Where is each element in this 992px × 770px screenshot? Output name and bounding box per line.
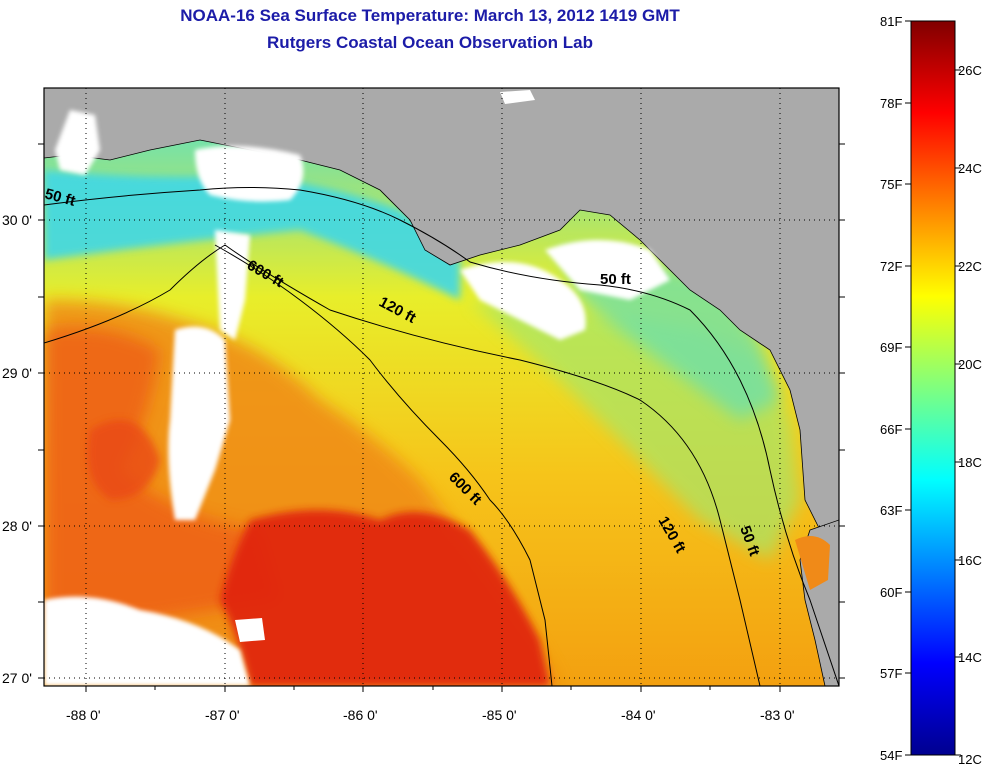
colorbar-f-label: 60F <box>880 585 902 600</box>
colorbar-c-label: 14C <box>958 650 982 665</box>
contour-50ft <box>44 187 839 686</box>
cloud-cover <box>44 90 670 686</box>
bathymetry-contours <box>44 187 839 686</box>
colorbar-gradient <box>910 20 956 756</box>
lon-label: -85 0' <box>482 707 517 723</box>
coastal-warm-patch <box>795 536 830 590</box>
colorbar-f-label: 81F <box>880 14 902 29</box>
colorbar: 81F 78F 75F 72F 69F 66F 63F 60F 57F 54F … <box>880 14 982 767</box>
colorbar-c-label: 16C <box>958 553 982 568</box>
colorbar-c-label: 12C <box>958 752 982 767</box>
contour-label-50-east: 50 ft <box>600 271 631 288</box>
lat-label: 28 0' <box>2 518 32 534</box>
colorbar-c-label: 22C <box>958 259 982 274</box>
contour-600ft <box>214 244 553 686</box>
colorbar-f-label: 57F <box>880 666 902 681</box>
colorbar-c-label: 26C <box>958 63 982 78</box>
land-mass <box>44 88 839 531</box>
lon-label: -88 0' <box>66 707 101 723</box>
colorbar-f-label: 69F <box>880 340 902 355</box>
colorbar-f-label: 72F <box>880 259 902 274</box>
map-subtitle: Rutgers Coastal Ocean Observation Lab <box>267 33 593 52</box>
axis-ticks <box>38 143 845 692</box>
lon-label: -86 0' <box>343 707 378 723</box>
map-frame <box>43 87 840 687</box>
map-title: NOAA-16 Sea Surface Temperature: March 1… <box>180 6 680 25</box>
colorbar-f-label: 66F <box>880 422 902 437</box>
map-plot-area: 50 ft 50 ft 50 ft 120 ft 120 ft 600 ft 6… <box>44 88 839 686</box>
lon-label: -87 0' <box>205 707 240 723</box>
lon-label: -84 0' <box>621 707 656 723</box>
colorbar-c-label: 24C <box>958 161 982 176</box>
lat-label: 30 0' <box>2 212 32 228</box>
colorbar-f-label: 63F <box>880 503 902 518</box>
lat-label: 27 0' <box>2 670 32 686</box>
lat-label: 29 0' <box>2 365 32 381</box>
warm-eddy <box>87 420 160 500</box>
colorbar-f-label: 75F <box>880 177 902 192</box>
colorbar-ticks <box>905 20 961 756</box>
warm-water-deep-orange <box>44 327 280 620</box>
loop-current-core <box>220 510 550 686</box>
colorbar-c-label: 18C <box>958 455 982 470</box>
colorbar-c-label: 20C <box>958 357 982 372</box>
colorbar-f-label: 78F <box>880 96 902 111</box>
colorbar-f-label: 54F <box>880 748 902 763</box>
contour-120ft <box>44 244 761 686</box>
lon-label: -83 0' <box>760 707 795 723</box>
